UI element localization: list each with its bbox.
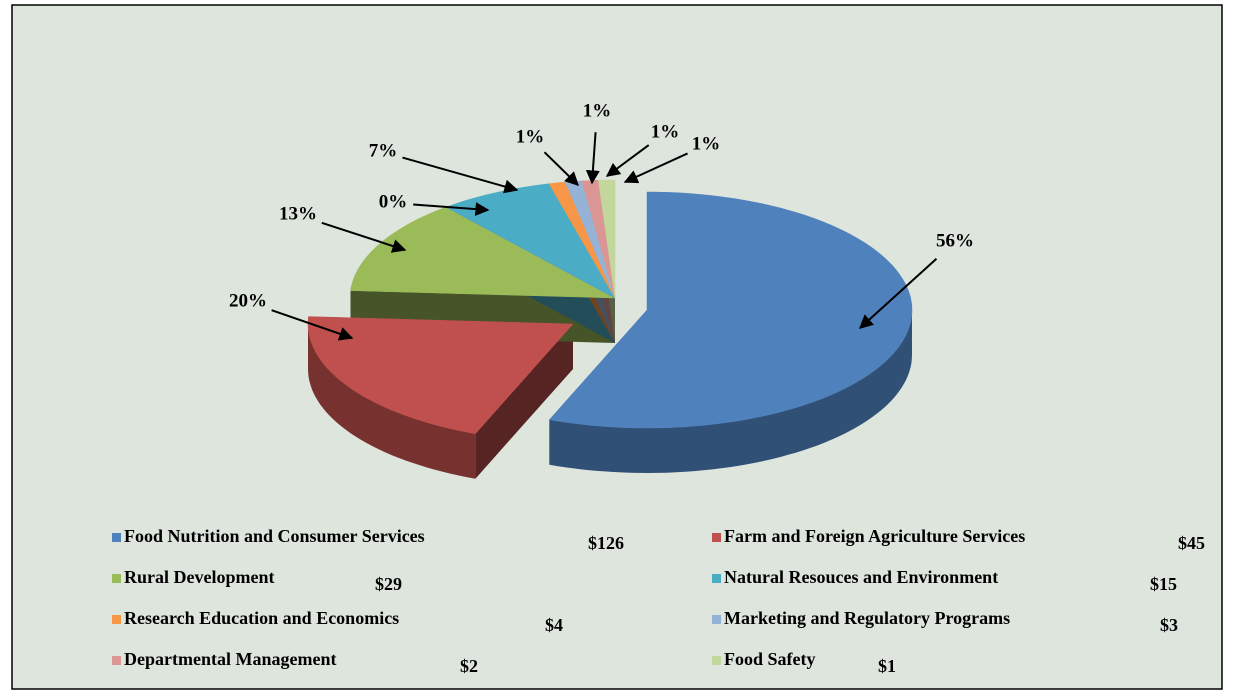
data-label: 20% [229, 290, 267, 311]
slice [350, 206, 616, 299]
legend-amount: $126 [588, 533, 624, 553]
label-arrow [321, 221, 407, 253]
slice-side [549, 310, 912, 473]
legend-label: Food Nutrition and Consumer Services [124, 526, 425, 546]
legend-label: Marketing and Regulatory Programs [724, 608, 1010, 628]
label-arrow [543, 151, 580, 186]
legend: Food Nutrition and Consumer Services $126… [112, 526, 1205, 676]
label-arrow [402, 156, 519, 194]
data-label: 1% [692, 133, 721, 154]
slice [548, 191, 913, 429]
label-arrow [585, 132, 600, 185]
legend-swatch [712, 533, 721, 542]
legend-label: Food Safety [724, 649, 816, 669]
data-label: 0% [379, 191, 408, 212]
label-arrow [271, 309, 354, 341]
legend-amount: $2 [460, 656, 478, 676]
legend-amount: $15 [1150, 574, 1177, 594]
data-label: 1% [651, 121, 680, 142]
legend-swatch [112, 533, 121, 542]
legend-swatch [112, 574, 121, 583]
data-label: 7% [369, 140, 398, 161]
label-arrow [858, 258, 938, 329]
legend-amount: $4 [545, 615, 563, 635]
legend-amount: $29 [375, 574, 402, 594]
data-label: 56% [936, 230, 974, 251]
data-label: 13% [279, 203, 317, 224]
slice-side [308, 324, 476, 479]
legend-swatch [112, 656, 121, 665]
legend-amount: $45 [1178, 533, 1205, 553]
legend-label: Departmental Management [124, 649, 336, 669]
data-label: 1% [583, 100, 612, 121]
label-arrow [623, 152, 688, 184]
legend-swatch [112, 615, 121, 624]
legend-amount: $3 [1160, 615, 1178, 635]
slice [598, 179, 616, 299]
label-arrow [605, 144, 650, 177]
slice [307, 316, 574, 434]
legend-label: Research Education and Economics [124, 608, 399, 628]
legend-swatch [712, 574, 721, 583]
legend-swatch [712, 615, 721, 624]
legend-label: Farm and Foreign Agriculture Services [724, 526, 1025, 546]
legend-label: Natural Resouces and Environment [724, 567, 998, 587]
legend-swatch [712, 656, 721, 665]
legend-amount: $1 [878, 656, 896, 676]
legend-label: Rural Development [124, 567, 274, 587]
data-label: 1% [516, 126, 545, 147]
labels: 56% 20% 13% 0% 7% 1% 1% 1% 1% [229, 100, 974, 341]
label-arrow [413, 202, 490, 217]
